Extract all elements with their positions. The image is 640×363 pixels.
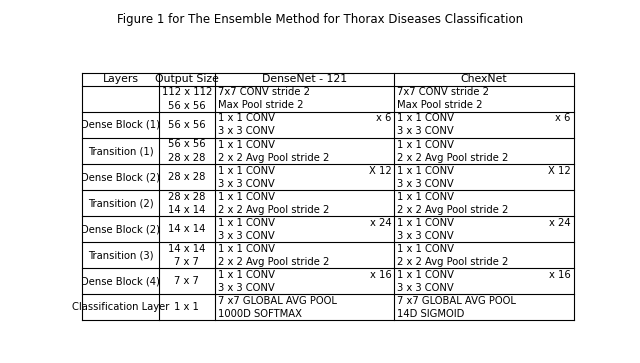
- Text: x 16: x 16: [369, 270, 391, 280]
- Text: Transition (3): Transition (3): [88, 250, 154, 260]
- Text: 2 x 2 Avg Pool stride 2: 2 x 2 Avg Pool stride 2: [218, 205, 330, 215]
- Text: 3 x 3 CONV: 3 x 3 CONV: [397, 283, 454, 293]
- Text: 1 x 1 CONV: 1 x 1 CONV: [218, 218, 275, 228]
- Text: 14 x 14
7 x 7: 14 x 14 7 x 7: [168, 244, 205, 267]
- Text: Classification Layer: Classification Layer: [72, 302, 169, 312]
- Text: 56 x 56
28 x 28: 56 x 56 28 x 28: [168, 139, 205, 163]
- Text: X 12: X 12: [548, 166, 570, 176]
- Text: 28 x 28
14 x 14: 28 x 28 14 x 14: [168, 192, 205, 215]
- Text: 7 x 7: 7 x 7: [174, 276, 199, 286]
- Text: 1 x 1 CONV: 1 x 1 CONV: [218, 139, 275, 150]
- Text: x 24: x 24: [370, 218, 391, 228]
- Text: 3 x 3 CONV: 3 x 3 CONV: [218, 231, 275, 241]
- Text: Max Pool stride 2: Max Pool stride 2: [218, 101, 303, 110]
- Text: 2 x 2 Avg Pool stride 2: 2 x 2 Avg Pool stride 2: [397, 152, 509, 163]
- Text: 14D SIGMOID: 14D SIGMOID: [397, 309, 465, 319]
- Text: 14 x 14: 14 x 14: [168, 224, 205, 234]
- Text: 1 x 1 CONV: 1 x 1 CONV: [218, 192, 275, 201]
- Text: Dense Block (2): Dense Block (2): [81, 172, 160, 182]
- Text: 2 x 2 Avg Pool stride 2: 2 x 2 Avg Pool stride 2: [218, 152, 330, 163]
- Text: Figure 1 for The Ensemble Method for Thorax Diseases Classification: Figure 1 for The Ensemble Method for Tho…: [117, 13, 523, 26]
- Text: 2 x 2 Avg Pool stride 2: 2 x 2 Avg Pool stride 2: [397, 257, 509, 267]
- Text: 1 x 1 CONV: 1 x 1 CONV: [397, 166, 454, 176]
- Text: 3 x 3 CONV: 3 x 3 CONV: [218, 283, 275, 293]
- Text: 3 x 3 CONV: 3 x 3 CONV: [218, 179, 275, 188]
- Text: 1000D SOFTMAX: 1000D SOFTMAX: [218, 309, 302, 319]
- Text: Transition (2): Transition (2): [88, 198, 154, 208]
- Text: 28 x 28: 28 x 28: [168, 172, 205, 182]
- Text: 1 x 1 CONV: 1 x 1 CONV: [397, 244, 454, 254]
- Text: 1 x 1 CONV: 1 x 1 CONV: [397, 270, 454, 280]
- Text: x 6: x 6: [555, 114, 570, 123]
- Text: x 6: x 6: [376, 114, 391, 123]
- Text: 1 x 1 CONV: 1 x 1 CONV: [218, 114, 275, 123]
- Text: 112 x 112
56 x 56: 112 x 112 56 x 56: [162, 87, 212, 111]
- Text: ChexNet: ChexNet: [461, 74, 508, 85]
- Text: Max Pool stride 2: Max Pool stride 2: [397, 101, 483, 110]
- Text: 1 x 1 CONV: 1 x 1 CONV: [397, 114, 454, 123]
- Text: 1 x 1 CONV: 1 x 1 CONV: [397, 218, 454, 228]
- Text: 2 x 2 Avg Pool stride 2: 2 x 2 Avg Pool stride 2: [218, 257, 330, 267]
- Text: 3 x 3 CONV: 3 x 3 CONV: [218, 126, 275, 136]
- Text: 7 x7 GLOBAL AVG POOL: 7 x7 GLOBAL AVG POOL: [397, 296, 516, 306]
- Text: 1 x 1 CONV: 1 x 1 CONV: [218, 270, 275, 280]
- Text: 3 x 3 CONV: 3 x 3 CONV: [397, 179, 454, 188]
- Text: Dense Block (4): Dense Block (4): [81, 276, 160, 286]
- Text: 1 x 1 CONV: 1 x 1 CONV: [218, 244, 275, 254]
- Text: Dense Block (1): Dense Block (1): [81, 120, 160, 130]
- Text: 56 x 56: 56 x 56: [168, 120, 205, 130]
- Text: x 16: x 16: [548, 270, 570, 280]
- Text: 1 x 1 CONV: 1 x 1 CONV: [397, 139, 454, 150]
- Text: 1 x 1 CONV: 1 x 1 CONV: [218, 166, 275, 176]
- Text: 7x7 CONV stride 2: 7x7 CONV stride 2: [397, 87, 489, 97]
- Text: 7 x7 GLOBAL AVG POOL: 7 x7 GLOBAL AVG POOL: [218, 296, 337, 306]
- Text: 1 x 1: 1 x 1: [174, 302, 199, 312]
- Text: Output Size: Output Size: [155, 74, 219, 85]
- Text: 3 x 3 CONV: 3 x 3 CONV: [397, 126, 454, 136]
- Text: Dense Block (2): Dense Block (2): [81, 224, 160, 234]
- Text: x 24: x 24: [549, 218, 570, 228]
- Text: Transition (1): Transition (1): [88, 146, 154, 156]
- Text: Layers: Layers: [102, 74, 138, 85]
- Text: 7x7 CONV stride 2: 7x7 CONV stride 2: [218, 87, 310, 97]
- Text: 3 x 3 CONV: 3 x 3 CONV: [397, 231, 454, 241]
- Text: DenseNet - 121: DenseNet - 121: [262, 74, 348, 85]
- Text: 1 x 1 CONV: 1 x 1 CONV: [397, 192, 454, 201]
- Text: 2 x 2 Avg Pool stride 2: 2 x 2 Avg Pool stride 2: [397, 205, 509, 215]
- Text: X 12: X 12: [369, 166, 391, 176]
